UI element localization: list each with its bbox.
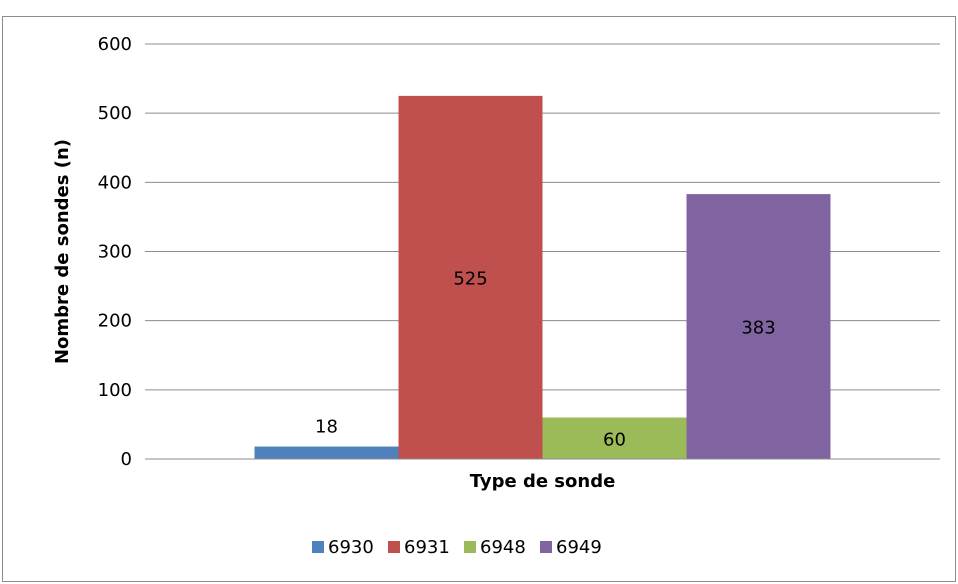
- y-tick-labels: 0 100 200 300 400 500 600: [98, 34, 132, 470]
- bars: [254, 95, 831, 459]
- legend-swatch-6949: [540, 541, 552, 553]
- y-tick-label: 200: [98, 311, 132, 332]
- x-axis-title: Type de sonde: [470, 471, 616, 492]
- bar-6948: [542, 417, 687, 459]
- data-label-6949: 383: [741, 318, 775, 339]
- legend-label-6930: 6930: [328, 537, 374, 558]
- legend-swatch-6930: [312, 541, 324, 553]
- y-tick-label: 0: [121, 449, 132, 470]
- bar-6949: [686, 194, 831, 459]
- legend-swatch-6931: [388, 541, 400, 553]
- bar-6931: [398, 95, 543, 459]
- bar-6930: [254, 446, 399, 459]
- legend: 6930 6931 6948 6949: [312, 537, 602, 558]
- legend-label-6948: 6948: [480, 537, 526, 558]
- y-tick-label: 300: [98, 242, 132, 263]
- legend-swatch-6948: [464, 541, 476, 553]
- legend-label-6931: 6931: [404, 537, 450, 558]
- y-tick-label: 500: [98, 103, 132, 124]
- data-label-6948: 60: [603, 429, 626, 450]
- data-label-6931: 525: [453, 268, 487, 289]
- y-tick-label: 400: [98, 172, 132, 193]
- y-axis-title: Nombre de sondes (n): [52, 139, 73, 364]
- data-label-6930: 18: [315, 417, 338, 438]
- y-tick-label: 100: [98, 380, 132, 401]
- legend-label-6949: 6949: [556, 537, 602, 558]
- data-labels: 18 525 60 383: [315, 268, 776, 450]
- y-tick-label: 600: [98, 34, 132, 55]
